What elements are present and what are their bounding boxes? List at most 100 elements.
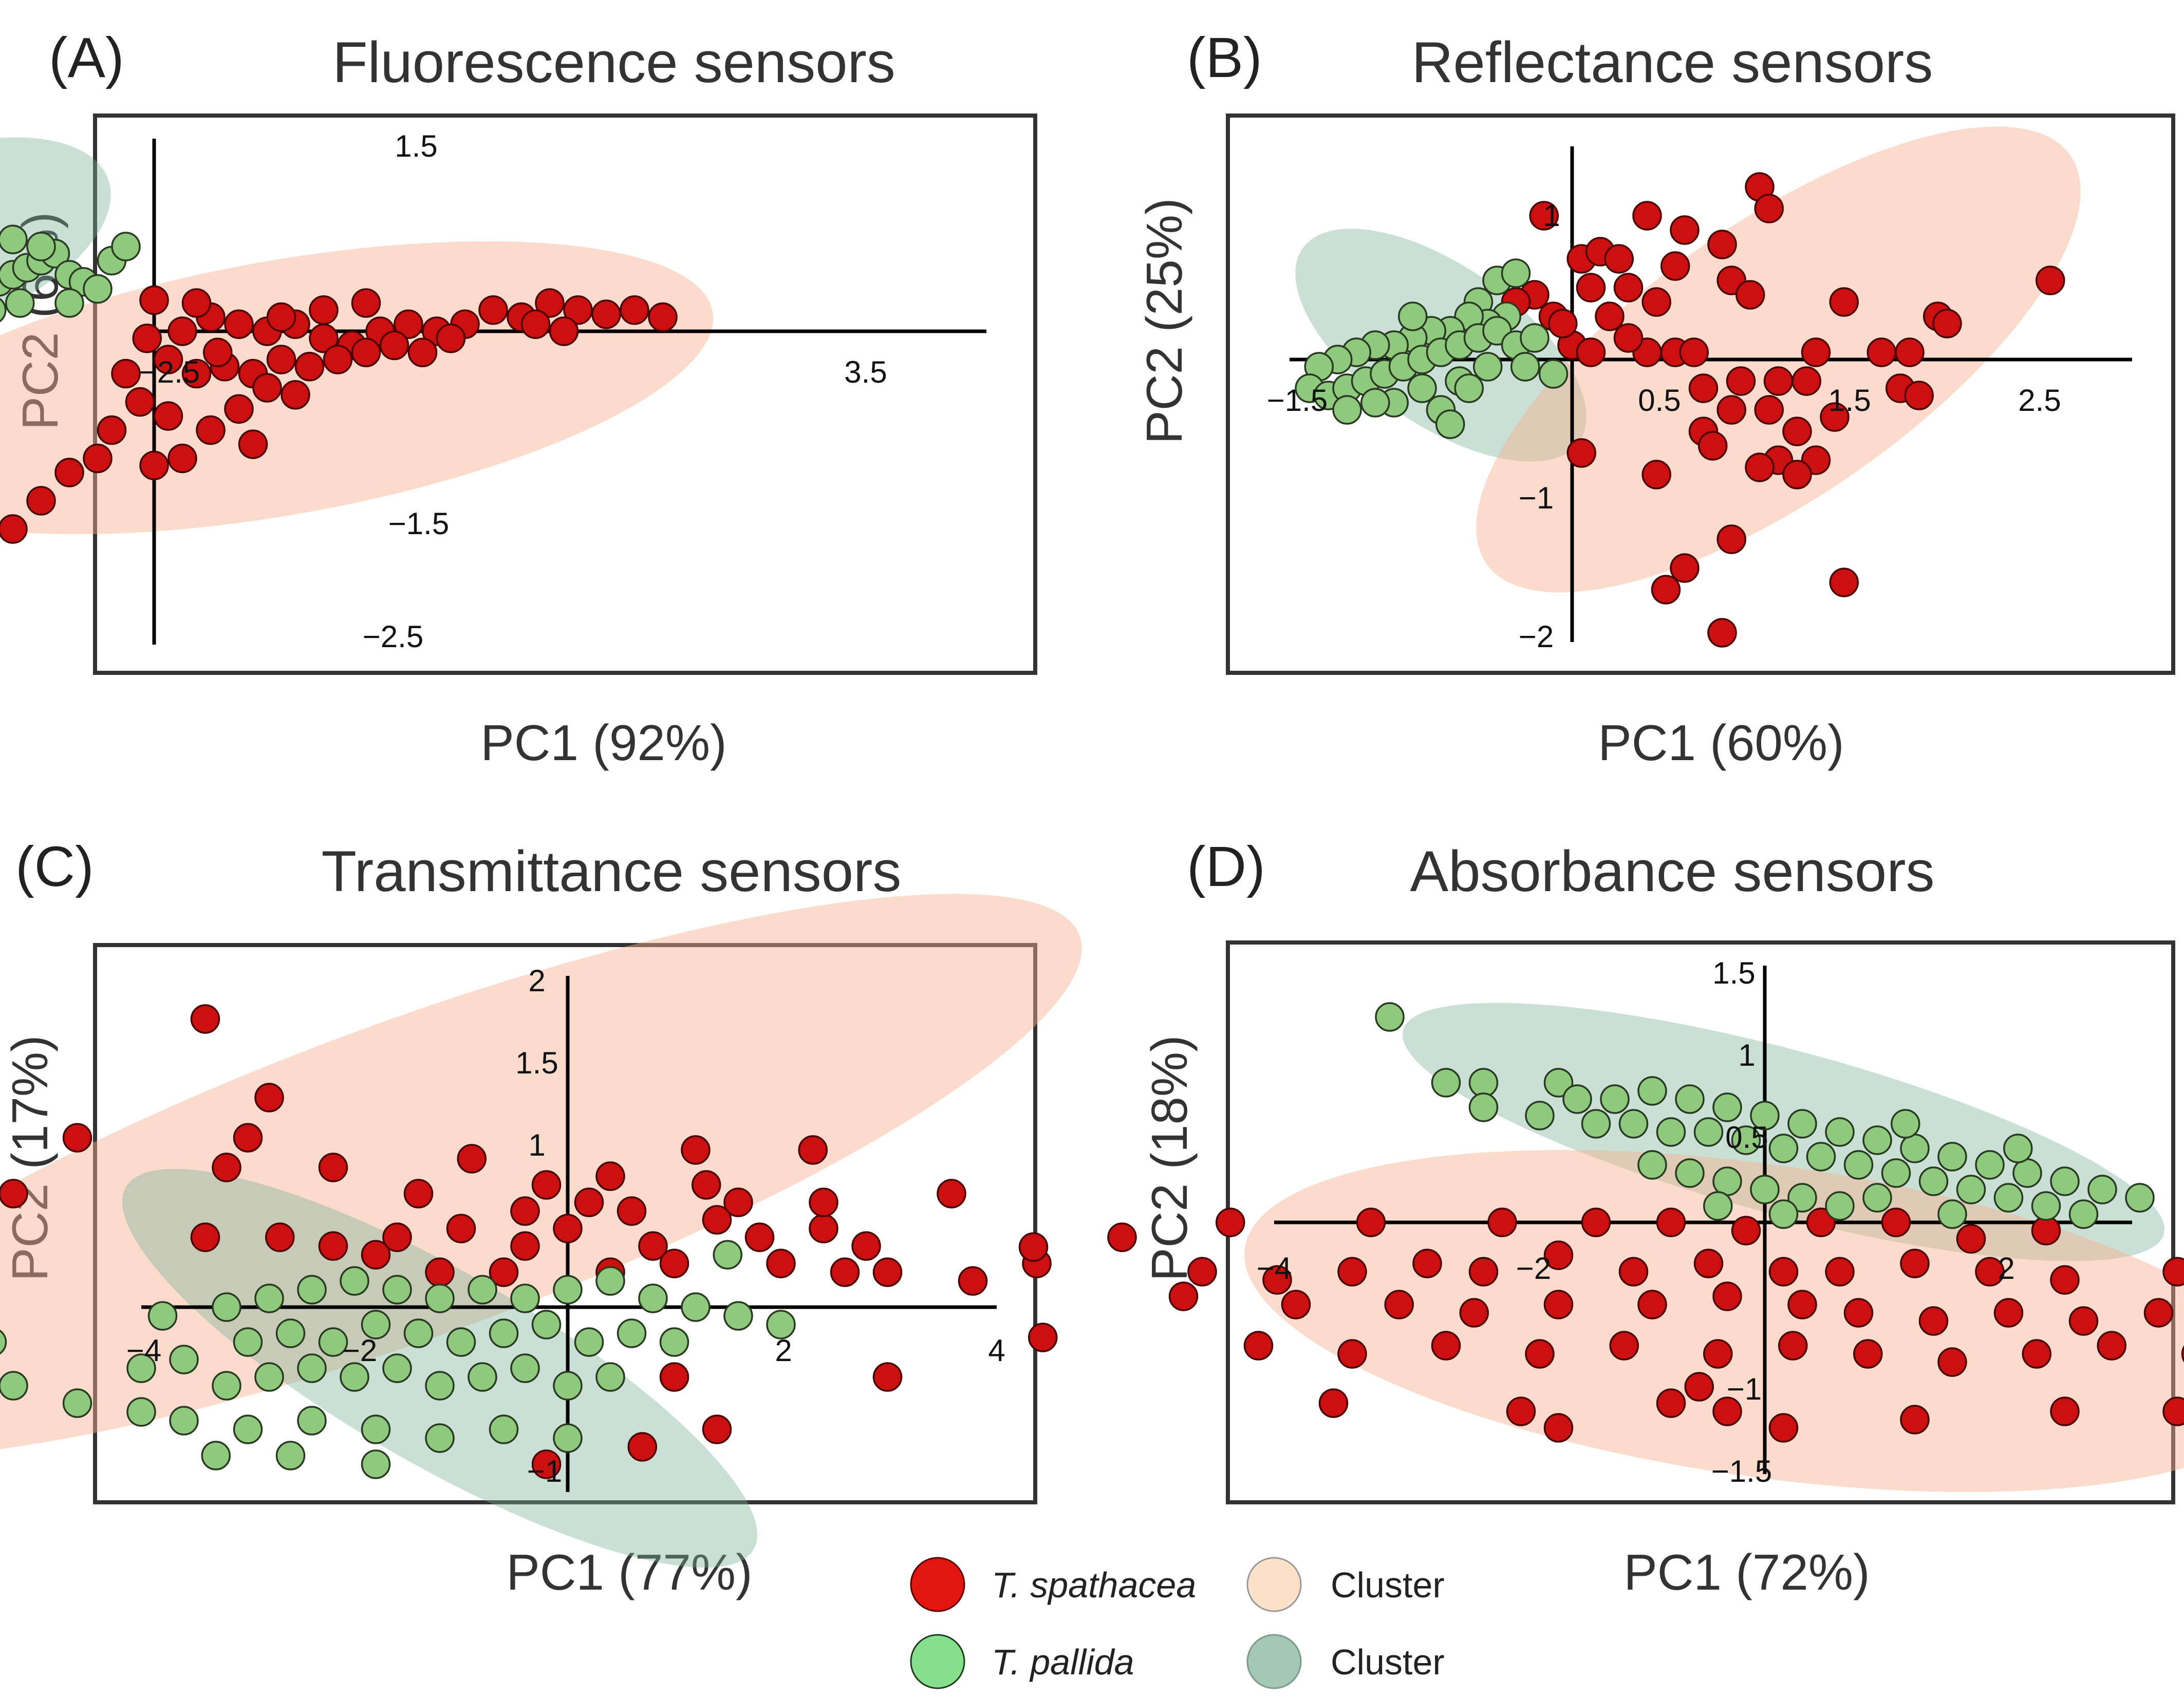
data-point-pallida (553, 1423, 583, 1453)
data-point-spathacea (382, 1222, 412, 1252)
data-point-spathacea (1975, 1257, 2005, 1287)
data-point-spathacea (1243, 1331, 1274, 1361)
data-point-spathacea (591, 299, 621, 329)
data-point-spathacea (1613, 273, 1644, 303)
data-point-pallida (681, 1292, 711, 1322)
data-point-spathacea (1641, 287, 1671, 317)
data-point-spathacea (446, 1214, 476, 1243)
data-point-spathacea (224, 394, 254, 424)
data-point-spathacea (167, 443, 197, 474)
data-point-spathacea (574, 1187, 604, 1217)
data-point-spathacea (681, 1135, 711, 1165)
data-point-spathacea (139, 450, 169, 480)
data-point-spathacea (125, 387, 155, 417)
data-point-spathacea (1412, 1249, 1442, 1278)
x-tick-label: 1.5 (1828, 383, 1871, 418)
legend-swatch-cluster-red (1246, 1557, 1302, 1612)
data-point-pallida (531, 1310, 562, 1339)
data-point-spathacea (294, 352, 325, 382)
y-tick-label: −1 (1727, 1372, 1762, 1406)
data-point-pallida (1862, 1125, 1892, 1155)
data-point-pallida (2031, 1191, 2061, 1221)
data-point-spathacea (1937, 1347, 1967, 1377)
data-point-spathacea (1018, 1232, 1049, 1262)
y-tick-label: 2 (528, 964, 545, 998)
data-point-spathacea (1468, 1257, 1499, 1287)
data-point-spathacea (1932, 309, 1962, 338)
panel-title-absorbance: Absorbance sensors (1410, 839, 1934, 903)
data-point-spathacea (1707, 230, 1737, 259)
data-point-spathacea (153, 401, 183, 431)
data-point-pallida (212, 1292, 241, 1322)
data-point-pallida (1750, 1175, 1780, 1204)
data-point-pallida (169, 1345, 199, 1374)
y-tick-label: 0.5 (1725, 1120, 1768, 1155)
data-point-spathacea (809, 1187, 838, 1217)
data-point-spathacea (1698, 431, 1728, 461)
plot-area-transmittance: −4 −2 2 4 2 1.5 1 −1 (0, 894, 1137, 1568)
data-point-pallida (201, 1441, 231, 1470)
data-point-spathacea (620, 295, 649, 325)
data-point-spathacea (872, 1362, 903, 1392)
data-point-pallida (403, 1318, 434, 1348)
data-point-spathacea (1459, 1298, 1489, 1328)
data-point-spathacea (1613, 323, 1644, 353)
data-point-pallida (1956, 1175, 1986, 1204)
data-point-pallida (1562, 1084, 1592, 1114)
data-point-pallida (1675, 1158, 1705, 1188)
data-point-spathacea (224, 309, 254, 339)
data-point-spathacea (1487, 1208, 1517, 1237)
data-point-spathacea (1604, 244, 1634, 274)
data-point-pallida (0, 298, 7, 323)
data-point-pallida (1787, 1183, 1817, 1213)
data-point-spathacea (83, 443, 113, 474)
data-point-spathacea (1735, 280, 1765, 310)
data-point-spathacea (2050, 1265, 2080, 1295)
data-point-pallida (1538, 359, 1569, 389)
data-point-pallida (233, 1414, 263, 1444)
data-point-spathacea (1543, 1290, 1574, 1319)
x-tick-label: 2.5 (2018, 383, 2061, 418)
data-point-spathacea (1187, 1257, 1217, 1287)
data-point-pallida (1768, 1134, 1799, 1163)
data-point-spathacea (1693, 1249, 1724, 1278)
data-point-spathacea (212, 1153, 241, 1182)
data-point-spathacea (1843, 1298, 1874, 1328)
data-point-spathacea (1712, 1397, 1742, 1426)
data-point-spathacea (595, 1161, 625, 1191)
data-point-spathacea (265, 1222, 295, 1252)
data-point-spathacea (0, 1179, 28, 1209)
data-point-spathacea (1262, 1265, 1292, 1295)
data-point-spathacea (1825, 1257, 1855, 1287)
data-point-pallida (297, 1275, 327, 1305)
x-tick-label: −1.5 (1267, 383, 1328, 418)
data-point-pallida (1618, 1109, 1649, 1139)
data-point-spathacea (1384, 1290, 1414, 1319)
x-tick-label: 0.5 (1638, 383, 1681, 418)
data-point-pallida (595, 1266, 625, 1296)
data-point-spathacea (1820, 402, 1850, 432)
data-point-pallida (275, 1441, 306, 1470)
data-point-pallida (1398, 301, 1428, 331)
data-point-pallida (0, 1371, 28, 1401)
data-point-spathacea (638, 1231, 668, 1261)
x-tick-label: 2 (1998, 1251, 2014, 1286)
data-point-pallida (2050, 1166, 2080, 1196)
data-point-pallida (361, 1449, 391, 1479)
data-point-pallida (1431, 1068, 1461, 1098)
data-point-spathacea (318, 1153, 348, 1182)
data-point-pallida (468, 1362, 497, 1392)
data-point-pallida (1937, 1142, 1967, 1172)
data-point-spathacea (1866, 337, 1896, 367)
data-point-spathacea (535, 288, 565, 318)
data-point-spathacea (203, 337, 233, 367)
data-point-pallida (1520, 323, 1550, 353)
data-point-pallida (1581, 1109, 1611, 1139)
y-tick-label: 1.5 (1712, 956, 1755, 990)
data-point-spathacea (798, 1135, 828, 1165)
data-point-spathacea (851, 1231, 881, 1261)
data-point-spathacea (1525, 1339, 1555, 1369)
data-point-spathacea (1768, 1257, 1799, 1287)
data-point-pallida (1918, 1166, 1949, 1196)
data-point-spathacea (627, 1432, 657, 1462)
